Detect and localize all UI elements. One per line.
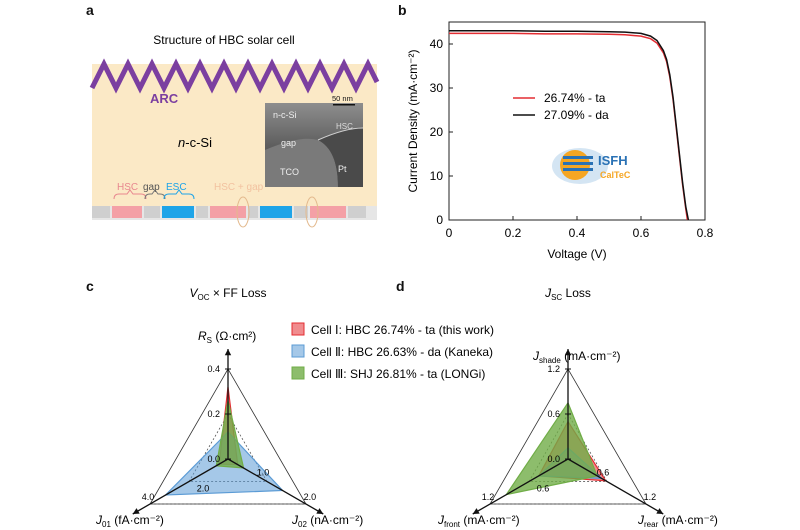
radar-tick-label: 1.2 xyxy=(482,492,495,502)
jv-xlabel: Voltage (V) xyxy=(547,247,606,261)
radar-series-polygon xyxy=(504,401,599,496)
legend-swatch xyxy=(291,344,305,358)
radar-tick-label: 0.6 xyxy=(547,409,560,419)
inset-pt-label: Pt xyxy=(338,164,347,174)
radar-series-polygon xyxy=(215,400,245,469)
scale-bar-label: 50 nm xyxy=(332,94,353,103)
esc-label: ESC xyxy=(166,182,187,193)
panel-c-title: VOC × FF Loss xyxy=(189,286,266,302)
caltec-logo-text: CalTeC xyxy=(600,170,631,180)
highlight-ellipse-1 xyxy=(236,196,250,228)
legend-swatch xyxy=(291,322,305,336)
radar-axis xyxy=(567,458,664,515)
legend-label: Cell Ⅰ: HBC 26.74% - ta (this work) xyxy=(311,323,494,337)
axis-label-j01: J01 (fA·cm⁻²) xyxy=(95,513,164,529)
panel-label-d: d xyxy=(396,278,405,294)
inset-nsi-label: n-c-Si xyxy=(273,110,297,120)
gap-label: gap xyxy=(143,182,160,193)
jv-legend: 26.74% - ta 27.09% - da xyxy=(513,91,609,122)
axis-label-rs: RS (Ω·cm²) xyxy=(198,329,256,345)
radar-tick-label: 0.6 xyxy=(537,484,550,494)
axis-label-jfront: Jfront (mA·cm⁻²) xyxy=(437,513,520,529)
y-tick-label: 40 xyxy=(430,37,444,51)
jv-series-line xyxy=(449,30,690,221)
radar-tick-label: 4.0 xyxy=(142,492,155,502)
inset-hsc-label: HSC xyxy=(336,122,353,131)
radar-axis-arrow xyxy=(316,508,324,514)
radar-tick-label: 1.2 xyxy=(547,364,560,374)
x-tick-label: 0 xyxy=(446,226,453,240)
radar-axis-arrow xyxy=(132,508,140,514)
radar-axis-arrow xyxy=(656,508,664,514)
isfh-logo: ISFH CalTeC xyxy=(552,148,631,184)
legend-text-ta: 26.74% - ta xyxy=(544,91,606,105)
radar-axis xyxy=(132,458,229,515)
radar-axis-arrow xyxy=(564,349,572,356)
isfh-logo-text: ISFH xyxy=(598,153,628,168)
x-tick-label: 0.8 xyxy=(697,226,714,240)
jv-ylabel: Current Density (mA·cm⁻²) xyxy=(406,49,420,192)
axis-label-j02: J02 (nA·cm⁻²) xyxy=(291,513,363,529)
legend-label: Cell Ⅲ: SHJ 26.81% - ta (LONGi) xyxy=(311,367,485,381)
radar-tick-label: 1.2 xyxy=(644,492,657,502)
axis-label-jshade: Jshade (mA·cm⁻²) xyxy=(532,349,620,365)
inset-tco-label: TCO xyxy=(280,167,299,177)
y-tick-label: 0 xyxy=(436,213,443,227)
y-tick-label: 20 xyxy=(430,125,444,139)
panel-label-b: b xyxy=(398,2,407,18)
radar-axis-arrow xyxy=(472,508,480,514)
radar-tick-label: 0.2 xyxy=(207,409,220,419)
radar-tick-label: 0.0 xyxy=(207,454,220,464)
panel-label-c: c xyxy=(86,278,94,294)
radar-axis-arrow xyxy=(224,349,232,356)
sem-inset: n-c-Si 50 nm HSC gap TCO Pt xyxy=(265,94,364,187)
panel-a-title: Structure of HBC solar cell xyxy=(153,33,294,47)
arc-zigzag xyxy=(89,58,380,94)
y-tick-label: 10 xyxy=(430,169,444,183)
arc-label: ARC xyxy=(150,91,179,106)
radar-tick-label: 2.0 xyxy=(304,492,317,502)
legend-text-da: 27.09% - da xyxy=(544,108,609,122)
inset-gap-label: gap xyxy=(281,138,296,148)
legend-label: Cell Ⅱ: HBC 26.63% - da (Kaneka) xyxy=(311,345,493,359)
hsc-gap-label: HSC + gap xyxy=(214,182,264,193)
radar-axis xyxy=(472,458,569,515)
y-tick-label: 30 xyxy=(430,81,444,95)
radar-legend: Cell Ⅰ: HBC 26.74% - ta (this work) Cell … xyxy=(291,322,494,381)
x-tick-label: 0.6 xyxy=(633,226,650,240)
bulk-label: n-c-Si xyxy=(178,135,212,150)
radar-tick-label: 2.0 xyxy=(197,484,210,494)
hsc-label: HSC xyxy=(117,182,138,193)
radar-tick-label: 1.0 xyxy=(257,468,270,478)
radar-tick-label: 0.6 xyxy=(597,468,610,478)
radar-tick-label: 0.4 xyxy=(207,364,220,374)
panel-label-a: a xyxy=(86,2,94,18)
x-tick-label: 0.4 xyxy=(569,226,586,240)
axis-label-jrear: Jrear (mA·cm⁻²) xyxy=(637,513,718,529)
radar-axis xyxy=(227,458,324,515)
panel-d-title: JSC Loss xyxy=(544,286,591,302)
highlight-ellipse-2 xyxy=(305,196,319,228)
esc-brace xyxy=(163,189,195,200)
rear-contacts xyxy=(92,206,377,220)
radar-tick-label: 0.0 xyxy=(547,454,560,464)
legend-swatch xyxy=(291,366,305,380)
x-tick-label: 0.2 xyxy=(505,226,522,240)
